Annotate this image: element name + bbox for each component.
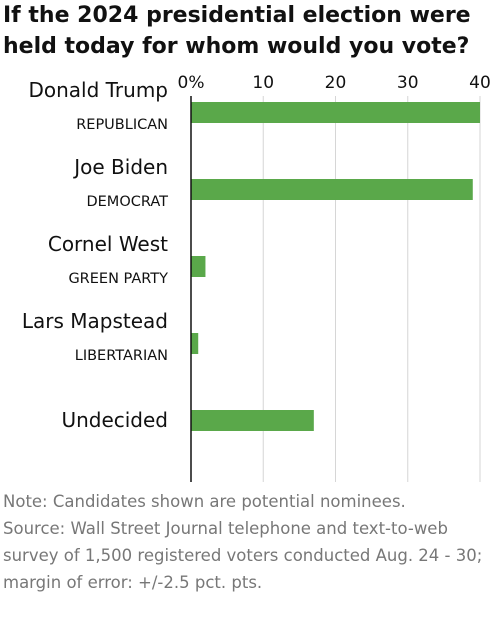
source-text: Source: Wall Street Journal telephone an… xyxy=(3,519,483,592)
category-label: Donald Trump xyxy=(28,78,168,102)
bar xyxy=(191,333,199,354)
category-label: Undecided xyxy=(61,408,168,432)
x-tick-label: 30 xyxy=(397,73,419,93)
bar xyxy=(191,102,480,123)
x-tick-label: 40 xyxy=(469,73,491,93)
category-label: Lars Mapstead xyxy=(22,309,168,333)
x-tick-label: 0% xyxy=(178,73,205,93)
x-tick-label: 10 xyxy=(252,73,274,93)
bar xyxy=(191,179,473,200)
chart-title: If the 2024 presidential election were h… xyxy=(3,3,471,59)
category-label: Cornel West xyxy=(48,232,168,256)
category-sublabel: DEMOCRAT xyxy=(86,194,168,210)
bar xyxy=(191,410,314,431)
bar-chart: 0% 10 20 30 40 Donald Trump REPUBLICAN Joe Bid… xyxy=(22,73,491,482)
x-tick-label: 20 xyxy=(325,73,347,93)
category-labels: Donald Trump REPUBLICAN Joe Biden DEMOCRAT C… xyxy=(22,78,168,432)
category-sublabel: GREEN PARTY xyxy=(68,271,168,287)
bars xyxy=(191,102,480,431)
x-tick-labels: 0% 10 20 30 40 xyxy=(178,73,491,93)
footnote: Note: Candidates shown are potential nom… xyxy=(3,488,495,596)
bar xyxy=(191,256,206,277)
category-label: Joe Biden xyxy=(72,155,168,179)
note-text: Note: Candidates shown are potential nom… xyxy=(3,492,406,511)
category-sublabel: REPUBLICAN xyxy=(76,117,168,133)
category-sublabel: LIBERTARIAN xyxy=(75,348,168,364)
